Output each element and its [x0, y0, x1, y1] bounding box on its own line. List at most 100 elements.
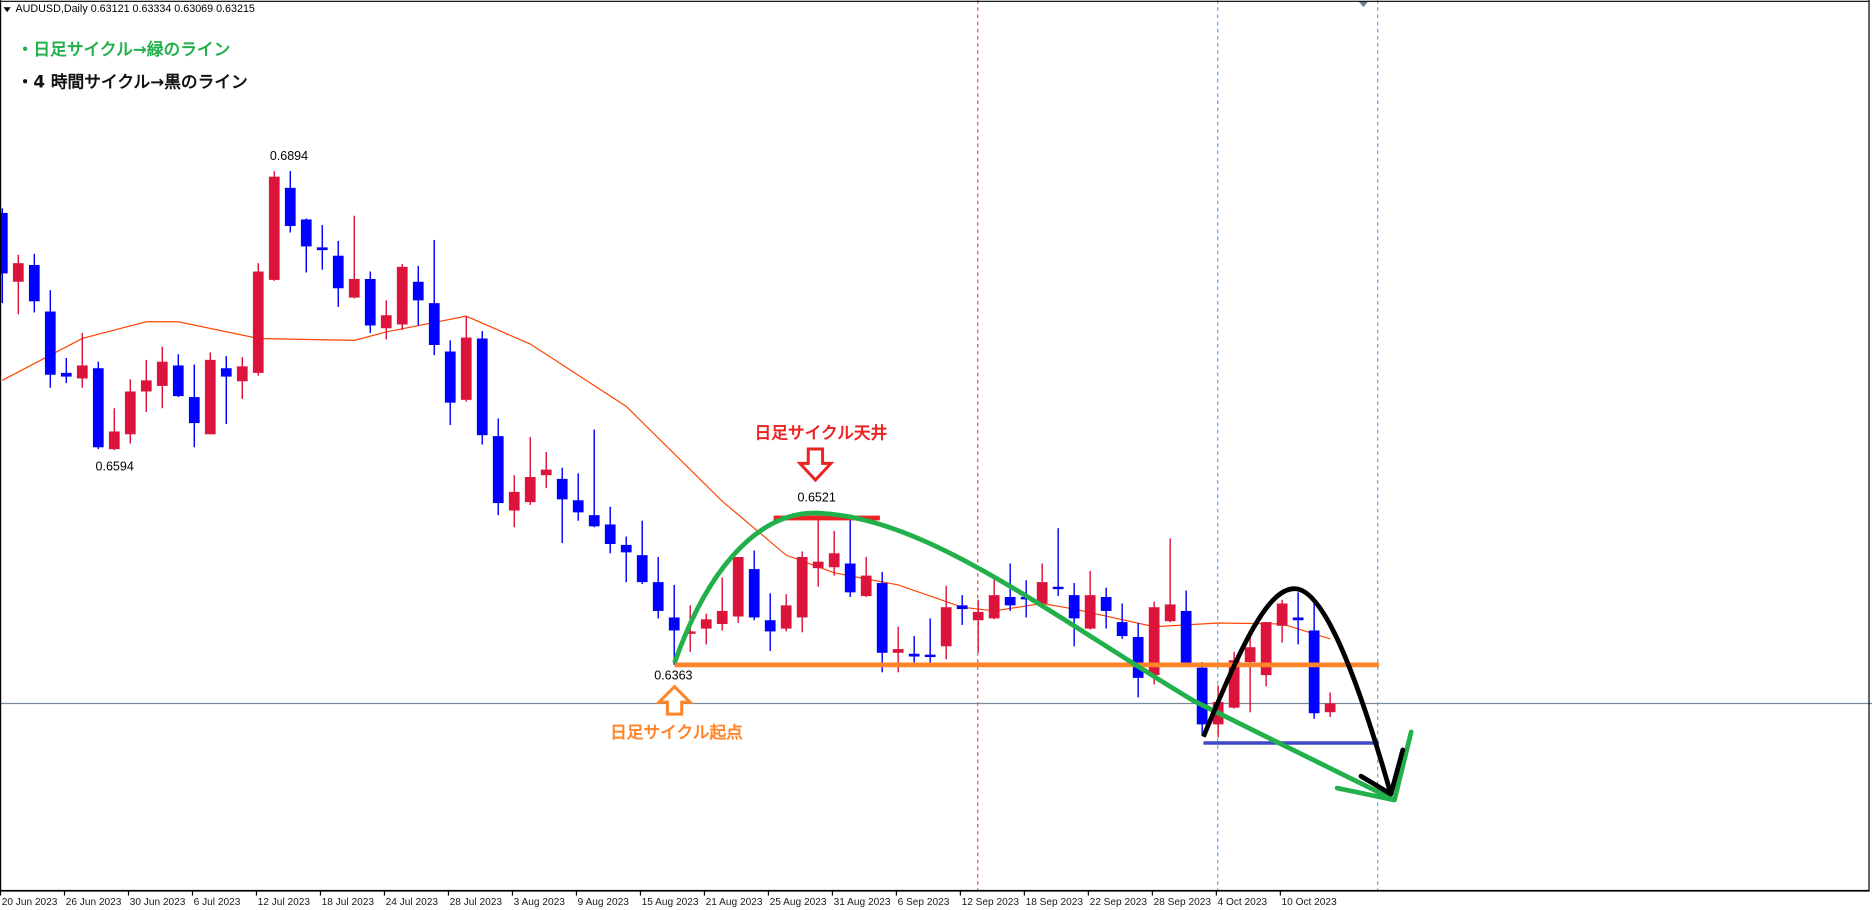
candle[interactable]	[1068, 583, 1080, 647]
candle[interactable]	[1084, 570, 1096, 630]
candle-body	[28, 265, 40, 302]
candle[interactable]	[796, 551, 808, 633]
candle-body	[748, 569, 760, 618]
candle[interactable]	[1324, 692, 1336, 718]
candle[interactable]	[156, 346, 168, 409]
candle[interactable]	[956, 595, 968, 625]
candle[interactable]	[12, 254, 24, 315]
candle[interactable]	[508, 475, 520, 528]
candle[interactable]	[1292, 592, 1304, 645]
candle[interactable]	[476, 331, 488, 445]
date-label: 20 Jun 2023	[2, 897, 58, 908]
candle[interactable]	[172, 354, 184, 398]
candle[interactable]	[636, 520, 648, 584]
candle[interactable]	[188, 364, 200, 448]
date-label: 9 Aug 2023	[578, 897, 630, 908]
candle[interactable]	[0, 208, 8, 304]
daily-cycle-arrowhead	[1334, 729, 1414, 803]
candle[interactable]	[732, 557, 744, 624]
candle-body	[188, 397, 200, 424]
candle[interactable]	[444, 340, 456, 425]
candle[interactable]	[60, 358, 72, 384]
candle[interactable]	[972, 599, 984, 653]
candle-body	[476, 338, 488, 436]
candle[interactable]	[1116, 603, 1128, 639]
vertical-lines	[977, 0, 1379, 891]
candle[interactable]	[204, 352, 216, 435]
candle[interactable]	[876, 571, 888, 673]
candle[interactable]	[492, 418, 504, 516]
candle[interactable]	[284, 171, 296, 233]
candle-body	[1004, 596, 1016, 606]
candle[interactable]	[1260, 622, 1272, 687]
candle[interactable]	[380, 300, 392, 340]
candle[interactable]	[604, 506, 616, 554]
candle[interactable]	[124, 379, 136, 444]
candle[interactable]	[76, 332, 88, 388]
candle[interactable]	[1148, 601, 1160, 685]
candle[interactable]	[460, 316, 472, 402]
candle[interactable]	[860, 557, 872, 597]
candle[interactable]	[1052, 528, 1064, 597]
candle-body	[428, 303, 440, 345]
candle[interactable]	[588, 429, 600, 528]
candle[interactable]	[924, 618, 936, 664]
candle[interactable]	[316, 225, 328, 270]
candle-body	[684, 631, 696, 634]
date-label: 18 Sep 2023	[1026, 897, 1084, 908]
daily-cycle-curve[interactable]	[672, 510, 1396, 803]
candle[interactable]	[1132, 623, 1144, 698]
candle[interactable]	[1164, 538, 1176, 623]
candle[interactable]	[668, 584, 680, 665]
candle[interactable]	[1276, 599, 1288, 643]
collapse-triangle-icon[interactable]	[3, 7, 11, 13]
h4-cycle-arrowhead	[1358, 747, 1406, 797]
candle[interactable]	[92, 361, 104, 450]
candle[interactable]	[700, 613, 712, 645]
candle[interactable]	[844, 518, 856, 597]
candle[interactable]	[140, 359, 152, 412]
candle[interactable]	[28, 253, 40, 313]
date-label: 31 Aug 2023	[834, 897, 891, 908]
candle[interactable]	[1180, 590, 1192, 665]
candle[interactable]	[236, 357, 248, 399]
candle[interactable]	[412, 265, 424, 326]
candle-body	[460, 337, 472, 400]
h4-cycle-curve[interactable]	[1201, 586, 1394, 795]
candle[interactable]	[1244, 632, 1256, 713]
candle[interactable]	[988, 575, 1000, 620]
candle[interactable]	[556, 467, 568, 544]
candle[interactable]	[780, 594, 792, 632]
candle[interactable]	[764, 593, 776, 651]
candle[interactable]	[1100, 587, 1112, 629]
candle[interactable]	[268, 171, 280, 281]
candle[interactable]	[396, 264, 408, 331]
candle[interactable]	[300, 218, 312, 273]
candle[interactable]	[108, 408, 120, 451]
candle[interactable]	[348, 215, 360, 299]
candle[interactable]	[44, 290, 56, 388]
date-label: 15 Aug 2023	[642, 897, 699, 908]
candle[interactable]	[1036, 563, 1048, 608]
candle[interactable]	[524, 437, 536, 505]
candle[interactable]	[940, 585, 952, 660]
candle[interactable]	[540, 451, 552, 489]
candle[interactable]	[620, 536, 632, 583]
candle[interactable]	[332, 240, 344, 307]
candle[interactable]	[1308, 603, 1320, 719]
candle[interactable]	[716, 577, 728, 631]
candle[interactable]	[908, 636, 920, 664]
candle[interactable]	[828, 530, 840, 576]
candle[interactable]	[252, 263, 264, 376]
candle[interactable]	[572, 473, 584, 521]
candle[interactable]	[364, 271, 376, 333]
candle[interactable]	[220, 356, 232, 425]
candle-body	[1052, 586, 1064, 590]
candle[interactable]	[428, 239, 440, 356]
shift-marker-icon[interactable]	[1358, 1, 1369, 8]
candle[interactable]	[748, 550, 760, 621]
candle[interactable]	[652, 557, 664, 619]
candle[interactable]	[812, 517, 824, 587]
candle[interactable]	[1196, 662, 1208, 735]
